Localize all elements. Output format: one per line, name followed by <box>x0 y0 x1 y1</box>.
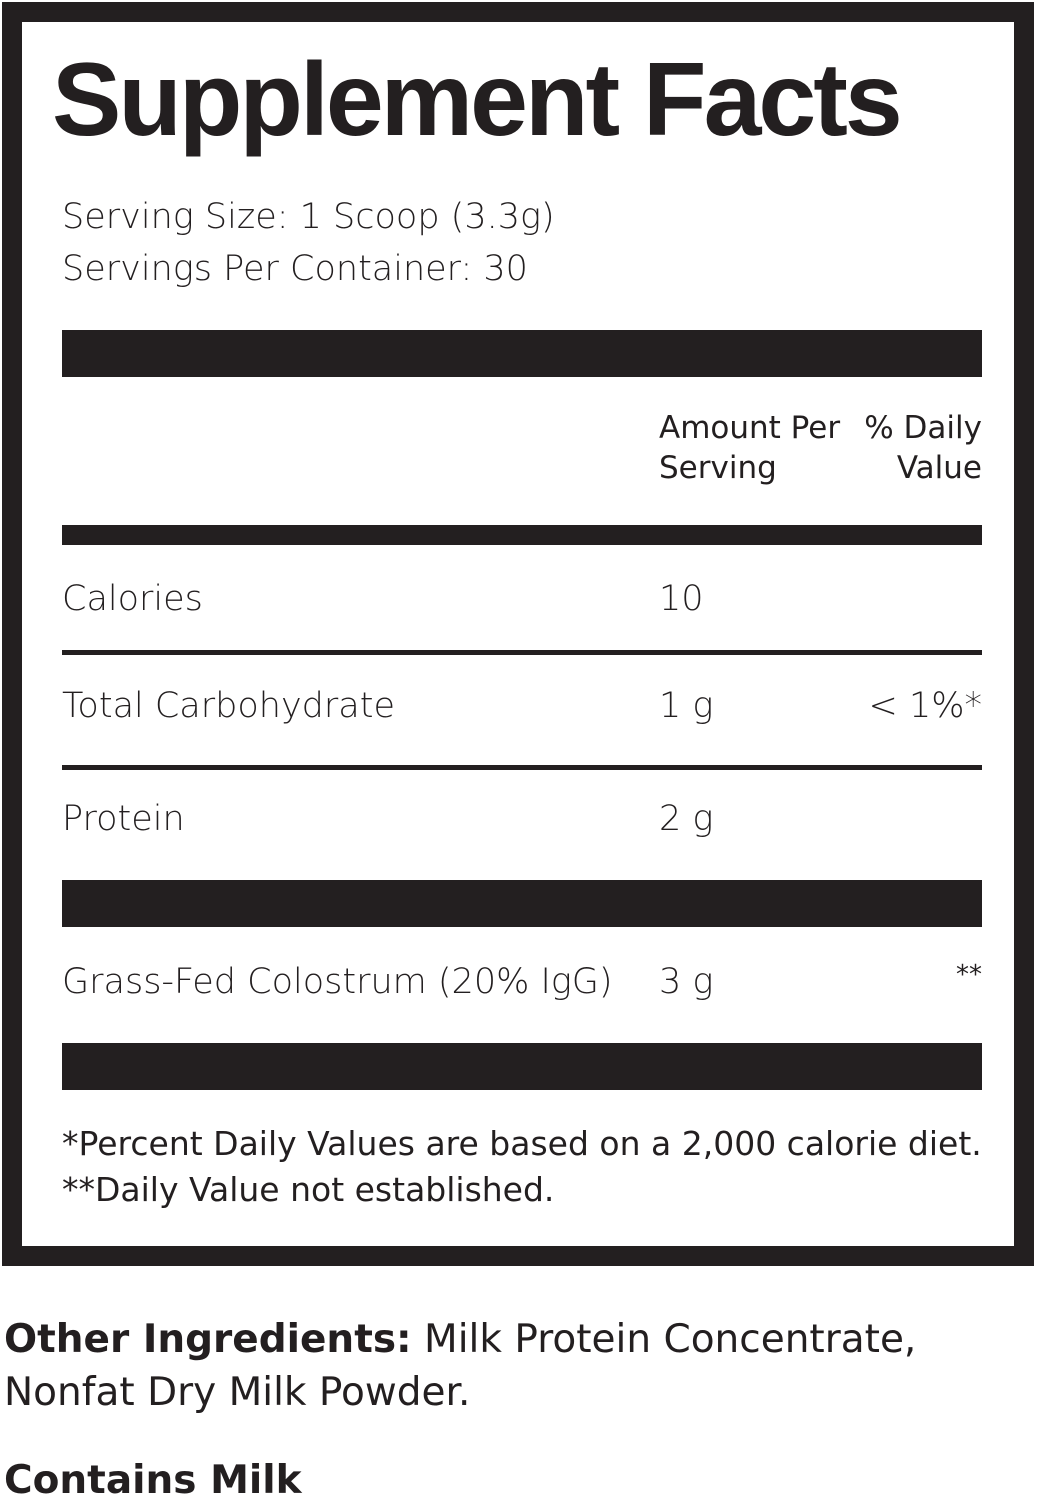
other-ingredients-label: Other Ingredients: <box>4 1317 412 1362</box>
other-ingredients-line2: Nonfat Dry Milk Powder. <box>4 1370 471 1415</box>
row-dv-colostrum: ** <box>956 960 982 990</box>
row-amount-colostrum: 3 g <box>659 962 714 1002</box>
thick-divider <box>62 1043 982 1090</box>
other-ingredients: Other Ingredients: Milk Protein Concentr… <box>4 1320 916 1359</box>
allergen-statement: Contains Milk <box>4 1458 302 1503</box>
row-name-colostrum: Grass-Fed Colostrum (20% IgG) <box>62 962 613 1002</box>
row-name-protein: Protein <box>62 799 185 839</box>
amount-header-line2: Serving <box>659 450 777 486</box>
thick-divider <box>62 330 982 377</box>
servings-per-container: Servings Per Container: 30 <box>62 249 528 289</box>
row-name-carbohydrate: Total Carbohydrate <box>62 686 395 726</box>
amount-header-line1: Amount Per <box>659 410 841 446</box>
thin-divider <box>62 650 982 655</box>
panel-title: Supplement Facts <box>52 42 903 158</box>
thin-divider <box>62 765 982 770</box>
medium-divider <box>62 525 982 545</box>
supplement-facts-panel <box>2 2 1034 1266</box>
other-ingredients-line1: Milk Protein Concentrate, <box>411 1317 917 1362</box>
daily-value-header: % Daily Value <box>864 408 982 488</box>
dv-header-line2: Value <box>896 450 982 486</box>
footnote-not-established: **Daily Value not established. <box>62 1170 555 1209</box>
serving-size: Serving Size: 1 Scoop (3.3g) <box>62 197 555 237</box>
row-amount-carbohydrate: 1 g <box>659 686 714 726</box>
thick-divider <box>62 880 982 927</box>
footnote-daily-values: *Percent Daily Values are based on a 2,0… <box>62 1124 982 1163</box>
dv-header-line1: % Daily <box>864 410 982 446</box>
row-name-calories: Calories <box>62 579 203 619</box>
row-amount-protein: 2 g <box>659 799 714 839</box>
row-dv-carbohydrate: < 1%* <box>868 686 982 726</box>
row-amount-calories: 10 <box>659 579 704 619</box>
amount-per-serving-header: Amount Per Serving <box>659 408 840 488</box>
